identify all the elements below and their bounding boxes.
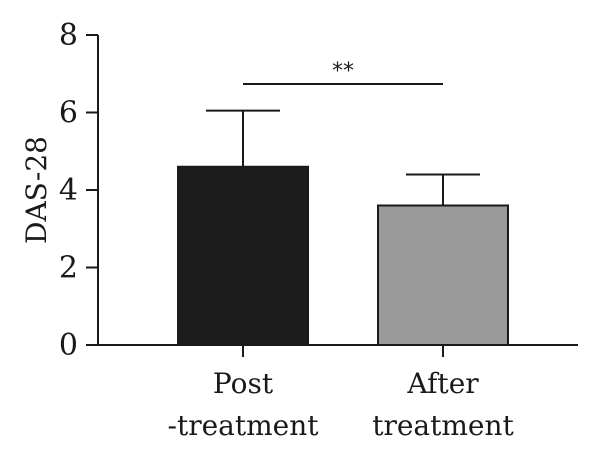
y-tick-label: 0	[59, 328, 78, 363]
y-axis-title: DAS-28	[20, 136, 53, 244]
y-tick-label: 2	[59, 251, 78, 286]
error-bars-layer	[206, 109, 480, 206]
significance-layer: **	[243, 59, 443, 85]
x-category-label: Post	[213, 367, 274, 400]
bar-post-treatment	[177, 165, 309, 346]
x-category-label: -treatment	[167, 409, 319, 442]
y-tick-label: 4	[59, 173, 78, 208]
significance-label: **	[332, 59, 354, 84]
labels-layer: DAS-28 Post -treatment After treatment	[20, 136, 515, 442]
x-category-label: treatment	[372, 409, 514, 442]
y-tick-label: 8	[59, 18, 78, 53]
bar-after-treatment	[377, 204, 509, 346]
y-tick-label: 6	[59, 96, 78, 131]
bars-layer	[177, 165, 509, 346]
x-category-label: After	[406, 367, 479, 400]
